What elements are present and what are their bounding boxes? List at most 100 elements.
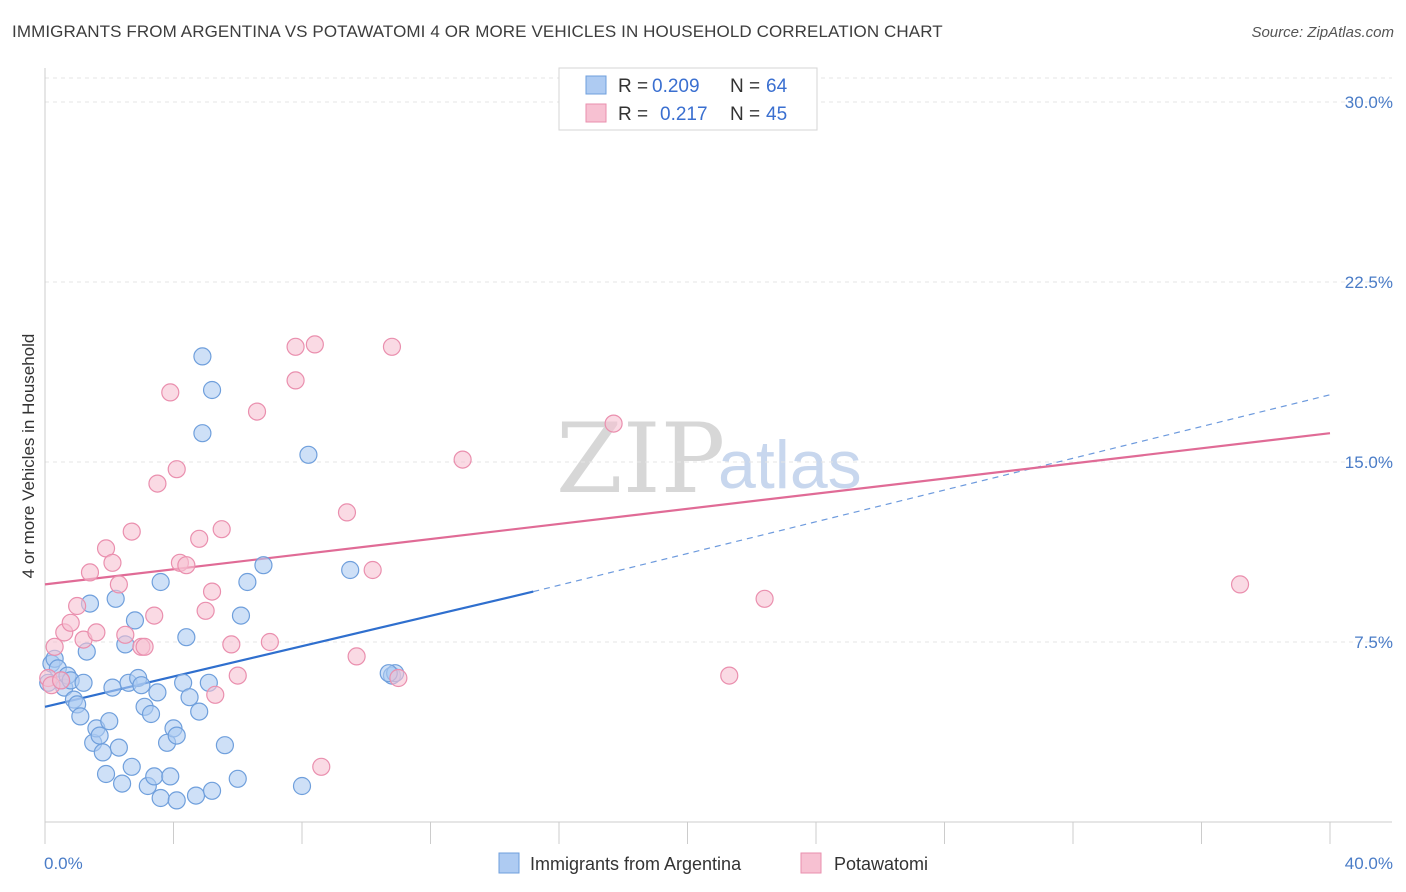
point-pink-8	[80, 563, 100, 582]
point-blue-22	[109, 738, 128, 757]
grid-lines	[45, 77, 1392, 643]
point-pink-22	[177, 556, 196, 575]
point-blue-11	[74, 673, 93, 692]
point-blue-51	[202, 781, 222, 800]
y-tick-label-2: 22.5%	[1345, 273, 1393, 292]
legend-r-value-2: 0.217	[660, 104, 708, 125]
point-blue-56	[254, 556, 273, 575]
point-blue-20	[103, 678, 122, 697]
point-pink-30	[247, 402, 267, 421]
point-blue-23	[112, 774, 132, 793]
point-pink-39	[382, 337, 402, 356]
source-label: Source: ZipAtlas.com	[1251, 24, 1394, 41]
point-blue-54	[231, 606, 251, 625]
point-blue-47	[193, 347, 212, 366]
axes	[44, 68, 1392, 844]
point-pink-40	[389, 668, 408, 688]
point-pink-44	[755, 589, 774, 608]
point-pink-20	[167, 460, 186, 479]
point-blue-27	[125, 611, 145, 630]
point-pink-14	[122, 522, 141, 541]
point-pink-33	[286, 337, 305, 356]
point-pink-43	[720, 666, 739, 685]
y-tick-labels: 7.5% 15.0% 22.5% 30.0%	[1345, 93, 1393, 652]
point-pink-42	[604, 414, 623, 433]
point-blue-43	[177, 628, 196, 647]
point-blue-17	[93, 743, 112, 762]
point-blue-44	[180, 688, 199, 707]
x-tick-label-start: 0.0%	[44, 854, 83, 873]
legend-swatch-blue	[585, 75, 607, 95]
point-blue-10	[71, 707, 90, 726]
y-tick-label-1: 15.0%	[1345, 453, 1393, 472]
legend-n-label-2: N =	[730, 104, 760, 125]
point-pink-9	[87, 623, 106, 642]
point-pink-25	[202, 582, 222, 601]
bottom-legend-swatch-pink	[800, 852, 822, 874]
point-blue-35	[151, 572, 170, 592]
bottom-legend-label-argentina: Immigrants from Argentina	[530, 854, 742, 874]
legend-r-label-1: R =	[618, 76, 648, 97]
point-pink-17	[145, 606, 164, 625]
point-pink-29	[228, 666, 247, 685]
point-pink-16	[135, 637, 154, 656]
y-axis-label: 4 or more Vehicles in Household	[19, 334, 38, 579]
point-pink-19	[161, 383, 180, 402]
point-pink-26	[206, 685, 225, 704]
point-pink-36	[337, 503, 357, 522]
trend-extension-blue	[533, 394, 1331, 593]
point-blue-52	[215, 736, 234, 755]
point-blue-53	[228, 769, 247, 788]
point-blue-34	[148, 683, 167, 702]
legend-swatch-pink	[585, 103, 607, 123]
point-pink-31	[260, 632, 279, 652]
legend-r-label-2: R =	[618, 104, 648, 125]
point-pink-38	[363, 560, 382, 580]
point-pink-41	[453, 450, 472, 469]
point-pink-32	[286, 371, 305, 390]
legend-r-value-1: 0.209	[652, 76, 700, 97]
point-blue-18	[96, 764, 116, 784]
point-pink-11	[103, 553, 122, 572]
point-pink-6	[68, 596, 87, 616]
legend-n-value-1: 64	[766, 76, 788, 97]
x-tick-labels: 0.0% 40.0%	[44, 854, 1393, 873]
point-pink-24	[196, 601, 215, 620]
point-pink-28	[222, 635, 241, 654]
point-pink-12	[109, 575, 128, 594]
point-blue-19	[100, 712, 119, 731]
point-pink-23	[190, 529, 209, 548]
y-tick-label-3: 30.0%	[1345, 93, 1393, 112]
point-blue-36	[151, 788, 170, 808]
point-pink-35	[312, 757, 331, 776]
data-points	[39, 335, 1250, 810]
point-blue-26	[122, 757, 141, 776]
watermark-zip: ZIP	[556, 403, 725, 515]
point-blue-40	[167, 791, 186, 810]
point-blue-38	[161, 767, 180, 786]
point-pink-18	[148, 474, 167, 493]
point-blue-32	[141, 704, 161, 724]
point-blue-45	[186, 786, 206, 805]
bottom-legend-swatch-blue	[498, 852, 520, 874]
point-blue-50	[202, 380, 222, 400]
point-blue-46	[190, 702, 209, 721]
point-pink-5	[61, 613, 80, 632]
point-blue-57	[292, 776, 312, 796]
point-blue-33	[145, 767, 164, 786]
legend-n-label-1: N =	[730, 76, 760, 97]
bottom-legend-label-potawatomi: Potawatomi	[834, 854, 928, 874]
x-tick-label-end: 40.0%	[1345, 854, 1393, 873]
bottom-legend: Immigrants from Argentina Potawatomi	[498, 852, 928, 874]
point-pink-2	[45, 637, 64, 656]
y-tick-label-0: 7.5%	[1354, 633, 1393, 652]
point-pink-3	[51, 671, 71, 690]
point-pink-45	[1230, 575, 1250, 594]
point-blue-48	[193, 424, 212, 443]
point-blue-41	[167, 726, 186, 745]
point-pink-37	[347, 647, 366, 666]
point-blue-29	[132, 676, 151, 695]
point-blue-16	[90, 726, 109, 745]
legend-box: R = 0.209 N = 64 R = 0.217 N = 45	[558, 67, 818, 131]
